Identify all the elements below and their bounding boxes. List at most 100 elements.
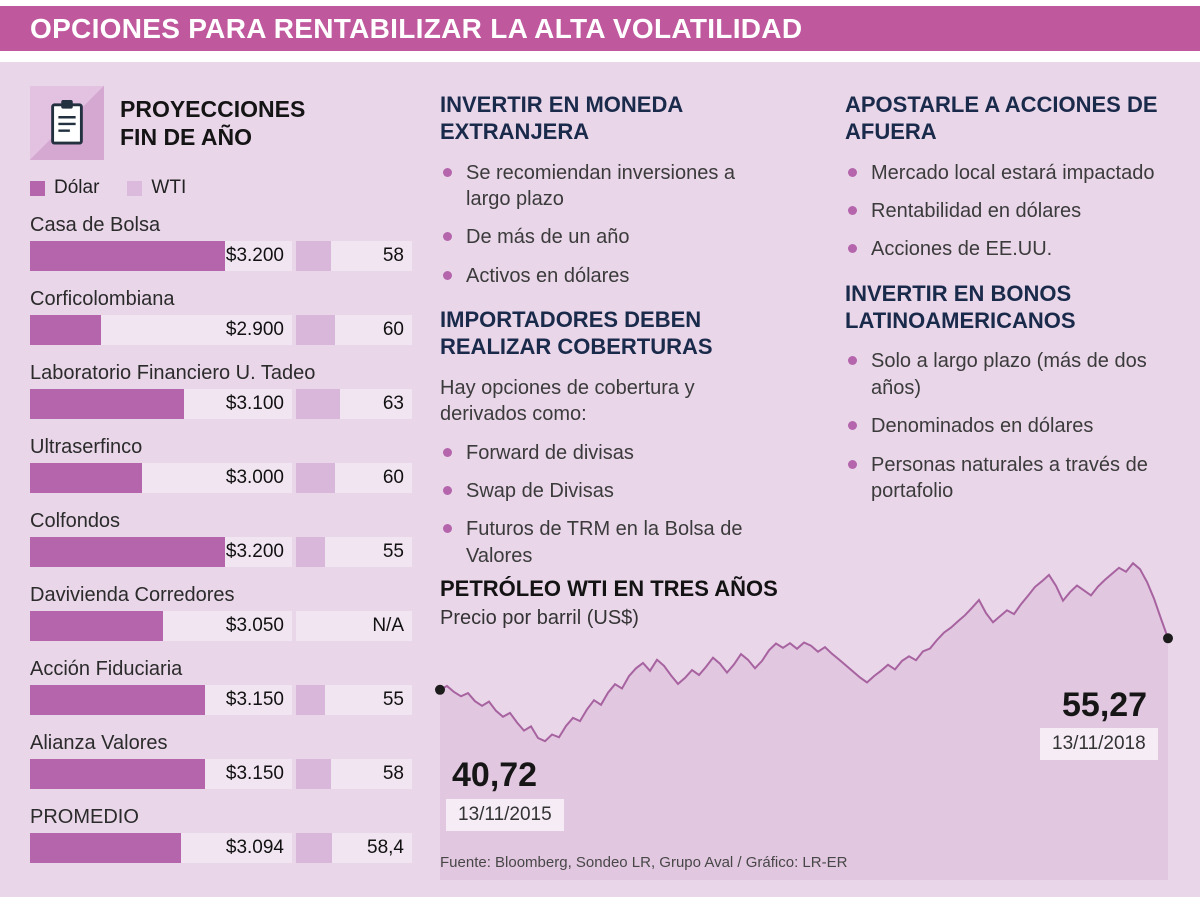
dolar-bar: $3.094 <box>30 833 292 863</box>
projection-row: Laboratorio Financiero U. Tadeo $3.100 63 <box>30 360 412 419</box>
main-title: OPCIONES PARA RENTABILIZAR LA ALTA VOLAT… <box>30 12 803 44</box>
source-credit: Fuente: Bloomberg, Sondeo LR, Grupo Aval… <box>440 854 848 871</box>
bullet-text: Futuros de TRM en la Bolsa de Valores <box>466 518 743 567</box>
wti-value: 58,4 <box>367 837 404 858</box>
row-bars: $3.050 N/A <box>30 611 412 641</box>
dolar-value: $3.094 <box>225 837 284 858</box>
bullet-text: Forward de divisas <box>466 441 634 464</box>
dolar-bar: $3.100 <box>30 389 292 419</box>
section-importadores-coberturas: IMPORTADORES DEBEN REALIZAR COBERTURAS H… <box>440 307 812 569</box>
wti-bar: 63 <box>296 389 412 419</box>
section-heading: IMPORTADORES DEBEN REALIZAR COBERTURAS <box>440 307 713 360</box>
projection-row: Casa de Bolsa $3.200 58 <box>30 212 412 271</box>
dolar-bar: $3.050 <box>30 611 292 641</box>
bullet-icon <box>443 270 452 280</box>
row-bars: $3.094 58,4 <box>30 833 412 863</box>
oil-chart-header: PETRÓLEO WTI EN TRES AÑOS Precio por bar… <box>440 576 778 630</box>
dolar-swatch-icon <box>30 180 45 196</box>
projections-panel: PROYECCIONES FIN DE AÑO Dólar WTI Casa d… <box>30 86 412 878</box>
dolar-value: $3.100 <box>225 393 284 414</box>
entity-name: PROMEDIO <box>30 806 139 828</box>
dolar-value: $3.000 <box>225 467 284 488</box>
section-heading: INVERTIR EN MONEDA EXTRANJERA <box>440 92 683 144</box>
bullet-icon <box>848 421 857 431</box>
projections-header: PROYECCIONES FIN DE AÑO <box>30 86 412 160</box>
bullet-item: Activos en dólares <box>440 263 812 289</box>
projection-row: PROMEDIO $3.094 58,4 <box>30 804 412 863</box>
bullet-item: Mercado local estará impactado <box>845 160 1177 186</box>
dolar-bar: $3.200 <box>30 241 292 271</box>
projection-row: Alianza Valores $3.150 58 <box>30 730 412 789</box>
entity-name: Corficolombiana <box>30 288 175 310</box>
end-date-label: 13/11/2018 <box>1040 728 1158 760</box>
bullet-item: Acciones de EE.UU. <box>845 236 1177 262</box>
dolar-value: $3.200 <box>225 245 284 266</box>
dolar-value: $3.200 <box>225 541 284 562</box>
bullet-text: Se recomiendan inversiones a largo plazo <box>466 161 736 211</box>
bullet-icon <box>443 167 452 177</box>
bullet-text: Solo a largo plazo (más de dos años) <box>871 350 1147 399</box>
bullet-text: Mercado local estará impactado <box>871 161 1155 184</box>
bullet-icon <box>443 524 452 534</box>
middle-column: INVERTIR EN MONEDA EXTRANJERA Se recomie… <box>440 92 812 581</box>
wti-bar: 60 <box>296 315 412 345</box>
bullet-icon <box>848 356 857 366</box>
row-bars: $3.200 58 <box>30 241 412 271</box>
bullet-item: Denominados en dólares <box>845 413 1177 439</box>
bullet-icon <box>848 167 857 177</box>
dolar-value: $2.900 <box>225 319 284 340</box>
bullet-item: Forward de divisas <box>440 440 812 466</box>
wti-bar: 55 <box>296 685 412 715</box>
section-heading: APOSTARLE A ACCIONES DE AFUERA <box>845 92 1158 144</box>
dolar-bar: $3.200 <box>30 537 292 567</box>
bullet-item: Rentabilidad en dólares <box>845 198 1177 224</box>
start-value-label: 40,72 <box>452 756 538 794</box>
wti-bar: N/A <box>296 611 412 641</box>
dolar-bar: $2.900 <box>30 315 292 345</box>
wti-bar: 58,4 <box>296 833 412 863</box>
projection-row: Corficolombiana $2.900 60 <box>30 286 412 345</box>
bullet-text: Denominados en dólares <box>871 415 1094 438</box>
row-bars: $3.100 63 <box>30 389 412 419</box>
bullet-icon <box>848 206 857 216</box>
row-bars: $3.150 58 <box>30 759 412 789</box>
legend-label-dolar: Dólar <box>54 177 100 198</box>
wti-value: 63 <box>382 393 404 414</box>
dolar-value: $3.150 <box>225 763 284 784</box>
projections-title: PROYECCIONES FIN DE AÑO <box>120 95 306 150</box>
wti-value: 58 <box>382 763 404 784</box>
section-invertir-moneda-extranjera: INVERTIR EN MONEDA EXTRANJERA Se recomie… <box>440 92 812 289</box>
legend: Dólar WTI <box>30 177 412 199</box>
section-bonos-latinoamericanos: INVERTIR EN BONOS LATINOAMERICANOS Solo … <box>845 281 1177 505</box>
bullet-item: Solo a largo plazo (más de dos años) <box>845 348 1177 401</box>
entity-name: Ultraserfinco <box>30 436 143 458</box>
dolar-value: $3.150 <box>225 689 284 710</box>
row-bars: $2.900 60 <box>30 315 412 345</box>
dolar-bar: $3.150 <box>30 759 292 789</box>
oil-chart-subtitle: Precio por barril (US$) <box>440 607 639 629</box>
bullet-item: Personas naturales a través de portafoli… <box>845 452 1177 505</box>
entity-name: Colfondos <box>30 510 121 532</box>
bullet-icon <box>848 459 857 469</box>
legend-item-wti: WTI <box>127 177 186 199</box>
bullet-text: Swap de Divisas <box>466 480 614 503</box>
dolar-bar: $3.000 <box>30 463 292 493</box>
header-bar: OPCIONES PARA RENTABILIZAR LA ALTA VOLAT… <box>0 6 1200 51</box>
legend-item-dolar: Dólar <box>30 177 99 199</box>
start-date-label: 13/11/2015 <box>446 799 564 831</box>
bullet-icon <box>443 447 452 457</box>
wti-value: 58 <box>382 245 404 266</box>
dolar-value: $3.050 <box>225 615 284 636</box>
dolar-bar: $3.150 <box>30 685 292 715</box>
projection-row: Colfondos $3.200 55 <box>30 508 412 567</box>
bullet-icon <box>443 486 452 496</box>
wti-bar: 58 <box>296 759 412 789</box>
entity-name: Acción Fiduciaria <box>30 658 183 680</box>
wti-value: 60 <box>382 467 404 488</box>
legend-label-wti: WTI <box>151 177 187 198</box>
entity-name: Davivienda Corredores <box>30 584 235 606</box>
bullet-item: Futuros de TRM en la Bolsa de Valores <box>440 516 812 569</box>
projection-row: Ultraserfinco $3.000 60 <box>30 434 412 493</box>
bullet-item: Se recomiendan inversiones a largo plazo <box>440 160 812 213</box>
